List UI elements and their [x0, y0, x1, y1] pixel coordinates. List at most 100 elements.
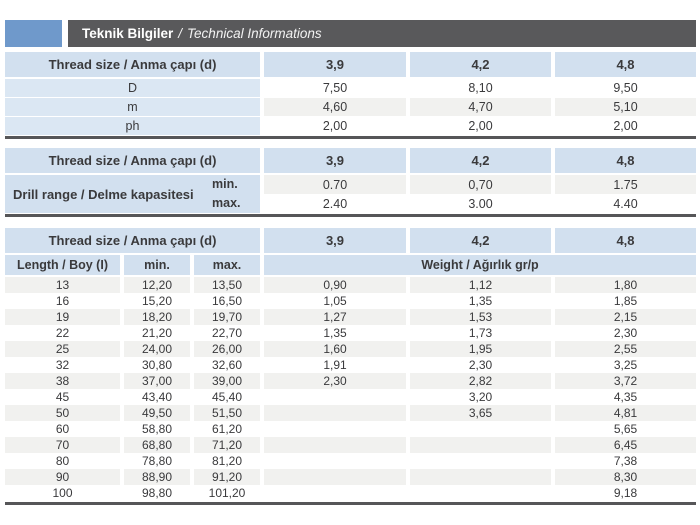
thread-size-header-row: Thread size / Anma çapı (d) 3,9 4,2 4,8	[5, 228, 696, 253]
cell: 3,20	[468, 390, 493, 404]
cell: 2,00	[468, 119, 493, 133]
cell: 4,35	[613, 390, 638, 404]
cell: 101,20	[208, 486, 246, 500]
cell: 13	[5, 277, 120, 293]
thread-size-4-8: 4,8	[555, 148, 696, 173]
cell: 1,91	[323, 358, 347, 372]
max-header: max.	[194, 255, 260, 275]
title-bar: Teknik Bilgiler / Technical Informations	[5, 20, 696, 47]
row-label: D	[5, 79, 260, 97]
title-english: Technical Informations	[187, 26, 322, 41]
cell: 2,00	[613, 119, 638, 133]
thread-size-4-2: 4,2	[410, 228, 551, 253]
cell	[264, 389, 406, 405]
min-max-labels: min. max.	[212, 175, 260, 213]
thread-size-3-9: 3,9	[264, 228, 406, 253]
cell: 68,80	[124, 437, 190, 453]
cell: 1,35	[323, 326, 347, 340]
cell: 81,20	[211, 454, 243, 468]
cell: 1,80	[555, 277, 696, 293]
cell: 2,15	[555, 309, 696, 325]
cell: 30,80	[141, 358, 173, 372]
drill-range-table: Thread size / Anma çapı (d) 3,9 4,2 4,8 …	[5, 148, 696, 217]
row-label: m	[5, 98, 260, 116]
cell: 78,80	[141, 454, 173, 468]
title-text-bar: Teknik Bilgiler / Technical Informations	[68, 20, 696, 47]
cell: 1,95	[410, 341, 551, 357]
cell: 9,50	[613, 81, 638, 95]
table-bottom-rule	[5, 136, 696, 139]
cell: 45,40	[211, 390, 243, 404]
cell: 60	[55, 422, 70, 436]
table-bottom-rule	[5, 502, 696, 505]
table-row: 45 43,40 45,40 3,20 4,35	[5, 389, 696, 405]
thread-size-header-row: Thread size / Anma çapı (d) 3,9 4,2 4,8	[5, 148, 696, 173]
cell: 3,72	[555, 373, 696, 389]
cell: 61,20	[211, 422, 243, 436]
cell: 9,18	[613, 486, 638, 500]
cell: 37,00	[124, 373, 190, 389]
cell: 2.40	[322, 196, 348, 211]
cell	[410, 421, 551, 437]
cell: 1,27	[264, 309, 406, 325]
cell	[410, 485, 551, 501]
cell	[264, 469, 406, 485]
cell: 4.40	[613, 196, 638, 211]
table-row: 22 21,20 22,70 1,35 1,73 2,30	[5, 325, 696, 341]
cell	[264, 421, 406, 437]
cell: 1,85	[613, 294, 638, 308]
cell: 22,70	[211, 326, 243, 340]
weight-header: Weight / Ağırlık gr/p	[264, 255, 696, 275]
min-label: min.	[212, 177, 238, 191]
cell: 13,50	[194, 277, 260, 293]
thread-size-header-label: Thread size / Anma çapı (d)	[5, 52, 260, 77]
cell: 15,20	[141, 294, 173, 308]
cell: 4,60	[264, 98, 406, 116]
cell	[264, 485, 406, 501]
cell: 16,50	[211, 294, 243, 308]
thread-size-3-9: 3,9	[264, 148, 406, 173]
accent-square	[5, 20, 62, 47]
title-separator: /	[178, 26, 183, 41]
dimensions-table: Thread size / Anma çapı (d) 3,9 4,2 4,8 …	[5, 52, 696, 139]
cell: 8,10	[468, 81, 493, 95]
cell: 16	[55, 294, 70, 308]
max-label: max.	[212, 196, 241, 210]
row-label: ph	[5, 117, 260, 135]
thread-size-header-row: Thread size / Anma çapı (d) 3,9 4,2 4,8	[5, 52, 696, 77]
cell: 2,00	[322, 119, 348, 133]
table-row: 32 30,80 32,60 1,91 2,30 3,25	[5, 357, 696, 373]
length-header: Length / Boy (I)	[5, 255, 120, 275]
cell: 1.75	[555, 175, 696, 194]
cell: 26,00	[194, 341, 260, 357]
cell: 2,30	[613, 326, 638, 340]
cell: 1,35	[468, 294, 493, 308]
cell: 19	[5, 309, 120, 325]
table-row-D: D 7,50 8,10 9,50	[5, 79, 696, 97]
cell: 6,45	[555, 437, 696, 453]
length-weight-header-row: Length / Boy (I) min. max. Weight / Ağır…	[5, 255, 696, 275]
cell: 71,20	[194, 437, 260, 453]
cell: 39,00	[194, 373, 260, 389]
cell: 22	[55, 326, 70, 340]
cell: 5,10	[555, 98, 696, 116]
cell: 1,73	[468, 326, 493, 340]
cell: 12,20	[124, 277, 190, 293]
table-row: 16 15,20 16,50 1,05 1,35 1,85	[5, 293, 696, 309]
thread-size-4-8: 4,8	[555, 228, 696, 253]
cell: 70	[5, 437, 120, 453]
cell: 90	[5, 469, 120, 485]
thread-size-4-2: 4,2	[410, 148, 551, 173]
cell: 4,70	[410, 98, 551, 116]
cell: 51,50	[194, 405, 260, 421]
cell: 19,70	[194, 309, 260, 325]
drill-range-label-cell: Drill range / Delme kapasitesi min. max.	[5, 175, 260, 213]
cell: 3,25	[613, 358, 638, 372]
thread-size-header-label: Thread size / Anma çapı (d)	[5, 228, 260, 253]
min-row: 0.70 0,70 1.75	[260, 175, 696, 194]
drill-range-label: Drill range / Delme kapasitesi	[13, 186, 194, 202]
cell	[410, 469, 551, 485]
table-row: 50 49,50 51,50 3,65 4,81	[5, 405, 696, 421]
table-row: 19 18,20 19,70 1,27 1,53 2,15	[5, 309, 696, 325]
cell: 0,70	[410, 175, 551, 194]
